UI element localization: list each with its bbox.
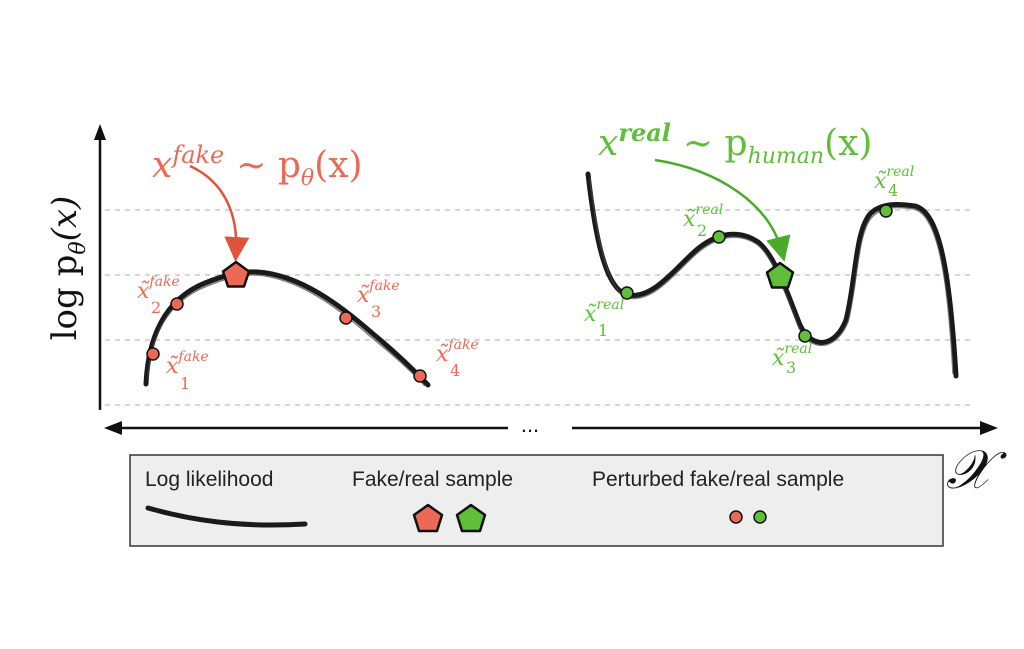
x-axis-label: 𝒳 — [946, 438, 1007, 501]
fake-panel: xfake ~ pθ(x) x̃fake 1 x̃fake 2 x̃fake 3 x̃f… — [137, 141, 479, 393]
fake-perturbed-point-4 — [413, 369, 427, 383]
fake-perturbed-point-2 — [170, 297, 184, 311]
real-perturbed-label-2: x̃real 2 — [683, 202, 723, 240]
fake-log-likelihood-curve — [143, 269, 431, 388]
fake-arrow — [189, 164, 250, 262]
fake-perturbed-label-4: x̃fake 4 — [436, 337, 479, 380]
fake-formula: xfake ~ pθ(x) — [152, 141, 363, 191]
legend-fake-pentagon-icon — [412, 503, 444, 533]
axis-ellipsis: ... — [521, 412, 539, 437]
fake-curve-texture — [147, 274, 426, 387]
real-perturbed-point-1 — [620, 286, 634, 300]
real-perturbed-point-3 — [798, 329, 812, 343]
fake-perturbed-point-1 — [146, 347, 160, 361]
fake-perturbed-label-3: x̃fake 3 — [357, 278, 400, 321]
y-axis — [94, 124, 106, 410]
real-perturbed-point-4 — [879, 204, 893, 218]
real-formula: xreal ~ phuman(x) — [598, 118, 872, 169]
fake-perturbed-label-2: x̃fake 2 — [137, 274, 180, 317]
y-axis-label: log pθ(x) — [45, 196, 91, 341]
legend-log-likelihood-stroke — [145, 505, 308, 528]
real-perturbed-label-3: x̃real 3 — [772, 341, 812, 377]
legend-perturbed-label: Perturbed fake/real sample — [592, 468, 844, 491]
real-arrow — [654, 158, 791, 262]
legend: Log likelihood Fake/real sample Perturbe… — [129, 454, 944, 547]
legend-real-pentagon-icon — [455, 503, 487, 533]
real-sample-pentagon-icon — [765, 261, 795, 289]
legend-real-dot-icon — [753, 510, 767, 524]
real-perturbed-label-4: x̃real 4 — [874, 164, 914, 200]
real-perturbed-point-2 — [712, 230, 726, 244]
legend-log-likelihood-label: Log likelihood — [145, 468, 273, 491]
x-axis — [104, 421, 998, 435]
fake-perturbed-point-3 — [339, 311, 353, 325]
fake-sample-pentagon-icon — [221, 260, 251, 288]
real-panel: xreal ~ phuman(x) x̃real 1 x̃real 2 x̃real 3… — [584, 118, 959, 379]
real-log-likelihood-curve — [585, 171, 959, 379]
real-curve-texture — [589, 177, 954, 375]
fake-perturbed-label-1: x̃fake 1 — [166, 349, 209, 393]
legend-box — [129, 454, 944, 547]
legend-sample-label: Fake/real sample — [352, 468, 513, 491]
real-perturbed-label-1: x̃real 1 — [584, 297, 624, 340]
legend-fake-dot-icon — [729, 510, 743, 524]
